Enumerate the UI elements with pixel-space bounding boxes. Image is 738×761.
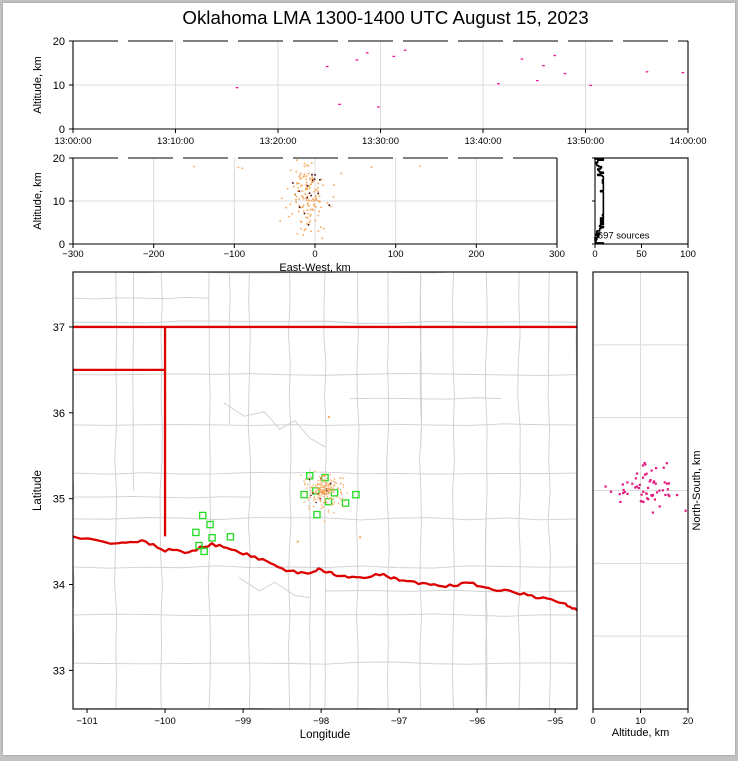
svg-text:13:50:00: 13:50:00	[567, 136, 604, 147]
svg-text:Altitude, km: Altitude, km	[612, 727, 669, 739]
svg-text:37: 37	[53, 322, 65, 334]
svg-text:−98: −98	[313, 716, 329, 727]
svg-text:100: 100	[388, 249, 404, 260]
svg-text:200: 200	[468, 249, 484, 260]
svg-text:13:30:00: 13:30:00	[362, 136, 399, 147]
svg-text:20: 20	[53, 36, 65, 48]
svg-text:10: 10	[635, 716, 646, 727]
svg-text:10: 10	[53, 196, 65, 208]
svg-text:−96: −96	[469, 716, 485, 727]
svg-text:Altitude, km: Altitude, km	[32, 56, 44, 113]
svg-text:20: 20	[53, 153, 65, 165]
svg-text:−100: −100	[154, 716, 175, 727]
svg-text:13:00:00: 13:00:00	[55, 136, 92, 147]
svg-text:13:10:00: 13:10:00	[157, 136, 194, 147]
svg-text:10: 10	[53, 80, 65, 92]
svg-text:Longitude: Longitude	[300, 729, 351, 741]
svg-text:20: 20	[683, 716, 694, 727]
svg-text:0: 0	[590, 716, 595, 727]
svg-text:−101: −101	[76, 716, 97, 727]
svg-text:0: 0	[312, 249, 317, 260]
svg-text:−97: −97	[391, 716, 407, 727]
svg-text:0: 0	[59, 124, 65, 136]
svg-text:13:40:00: 13:40:00	[465, 136, 502, 147]
svg-text:−200: −200	[143, 249, 164, 260]
svg-text:−100: −100	[224, 249, 245, 260]
svg-text:35: 35	[53, 494, 65, 506]
svg-text:North-South, km: North-South, km	[691, 450, 703, 530]
svg-text:300: 300	[549, 249, 565, 260]
svg-text:50: 50	[636, 249, 647, 260]
svg-text:−95: −95	[547, 716, 563, 727]
svg-text:33: 33	[53, 665, 65, 677]
svg-text:100: 100	[680, 249, 696, 260]
svg-text:Altitude, km: Altitude, km	[32, 172, 44, 229]
svg-text:Oklahoma LMA 1300-1400 UTC Aug: Oklahoma LMA 1300-1400 UTC August 15, 20…	[182, 7, 588, 28]
svg-text:−300: −300	[62, 249, 83, 260]
svg-text:697 sources: 697 sources	[598, 230, 650, 241]
svg-text:−99: −99	[235, 716, 251, 727]
svg-text:0: 0	[592, 249, 597, 260]
svg-text:36: 36	[53, 408, 65, 420]
svg-text:13:20:00: 13:20:00	[260, 136, 297, 147]
svg-text:34: 34	[53, 580, 65, 592]
svg-text:Latitude: Latitude	[32, 470, 44, 511]
svg-text:14:00:00: 14:00:00	[670, 136, 707, 147]
